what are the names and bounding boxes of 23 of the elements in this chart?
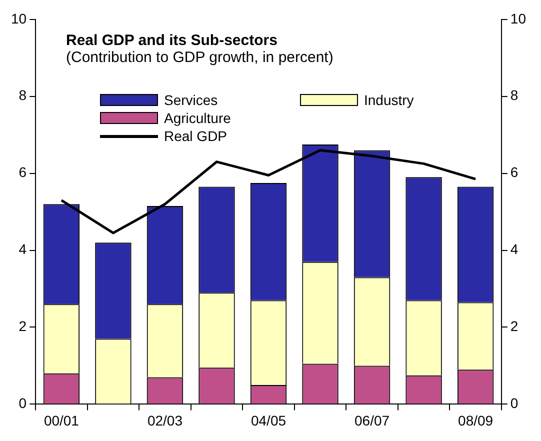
legend-label: Industry	[364, 92, 414, 108]
y2-tick-label: 10	[510, 10, 526, 26]
y2-tick-label: 8	[510, 87, 518, 104]
legend-label: Agriculture	[164, 110, 231, 126]
y2-tick-label: 2	[510, 318, 518, 334]
x-tick-label: 02/03	[147, 412, 183, 428]
x-tick-label: 06/07	[354, 412, 390, 428]
legend-label: Services	[164, 92, 218, 108]
x-tick-label: 04/05	[250, 412, 286, 428]
y-tick-label: 10	[10, 10, 27, 26]
y2-tick-label: 0	[510, 395, 518, 412]
y-tick-label: 2	[18, 318, 27, 334]
y-tick-label: 4	[18, 241, 27, 258]
x-tick-label: 00/01	[44, 412, 80, 428]
legend-label: Real GDP	[164, 128, 228, 144]
text: Real GDP and its Sub-sectors	[66, 32, 278, 49]
y-tick-label: 0	[18, 395, 27, 412]
x-tick-label: 08/09	[458, 412, 494, 428]
y2-tick-label: 4	[510, 241, 518, 258]
y-tick-label: 8	[18, 87, 27, 104]
y2-tick-label: 6	[510, 164, 518, 180]
text: (Contribution to GDP growth, in percent)	[66, 49, 334, 66]
y-tick-label: 6	[18, 164, 27, 180]
